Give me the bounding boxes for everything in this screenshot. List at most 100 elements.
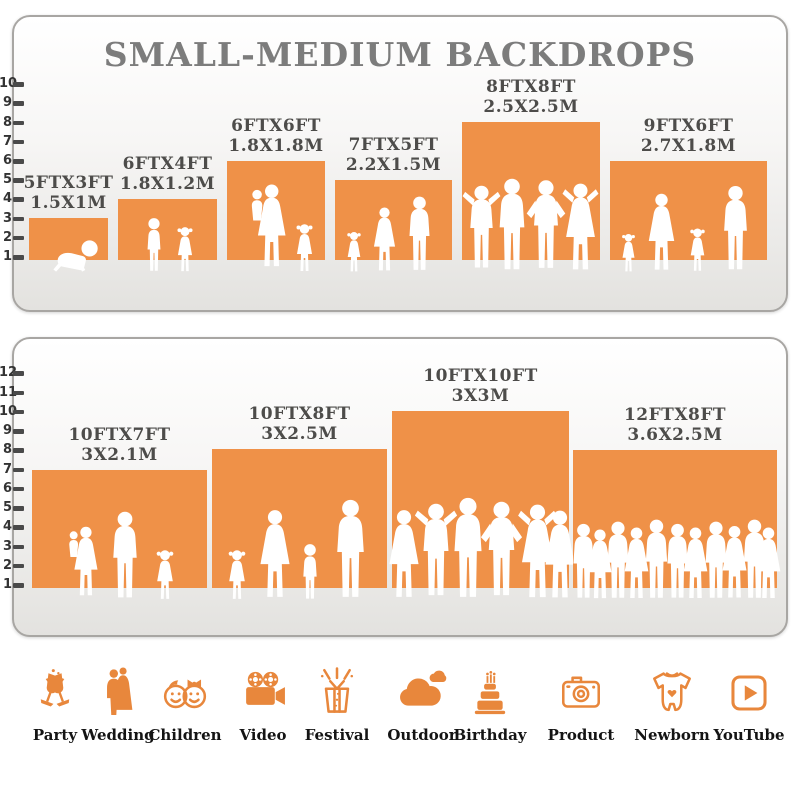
ruler-tick-number: 6 bbox=[2, 480, 12, 496]
category-item-children: Children bbox=[143, 666, 227, 744]
ruler-tick-mark bbox=[13, 486, 24, 492]
youtube-play-icon bbox=[722, 666, 776, 720]
bar-size-meters: 3.6X2.5M bbox=[627, 424, 723, 445]
bar-size-meters: 1.5X1M bbox=[30, 192, 107, 213]
silhouette-boy bbox=[298, 543, 322, 601]
silhouette-woman bbox=[752, 527, 785, 601]
category-label: Newborn bbox=[634, 726, 710, 744]
category-item-party: Party bbox=[13, 666, 97, 744]
ruler-tick-number: 5 bbox=[2, 172, 12, 188]
bar-size-meters: 3X2.5M bbox=[261, 423, 338, 444]
ruler-tick-number: 9 bbox=[2, 423, 12, 438]
category-item-video: Video bbox=[221, 666, 305, 744]
bar-size-meters: 2.2X1.5M bbox=[345, 154, 442, 175]
ruler-tick-mark bbox=[13, 101, 24, 106]
silhouette-girl bbox=[345, 231, 363, 273]
silhouette-man bbox=[404, 196, 435, 273]
bar-size-meters: 1.8X1.2M bbox=[119, 173, 216, 194]
birthday-cake-icon bbox=[463, 666, 517, 720]
bar-size-label: 10FTX10FT 3X3M bbox=[423, 366, 537, 406]
silhouette-woman-arms-up bbox=[558, 183, 603, 273]
ruler-tick-mark bbox=[13, 390, 24, 395]
bar-size-feet: 9FTX6FT bbox=[643, 115, 734, 136]
bar-size-feet: 5FTX3FT bbox=[23, 172, 114, 193]
ruler-tick-mark bbox=[13, 563, 24, 569]
children-faces-icon bbox=[158, 666, 212, 720]
ruler-tick-number: 4 bbox=[2, 519, 12, 535]
bar-size-feet: 10FTX10FT bbox=[423, 365, 538, 386]
ruler-tick-mark bbox=[13, 371, 24, 376]
silhouette-man bbox=[330, 499, 371, 601]
silhouette-woman bbox=[644, 193, 679, 273]
backdrop-bar bbox=[227, 161, 325, 260]
silhouette-man bbox=[718, 185, 753, 273]
ruler-tick-number: 3 bbox=[2, 210, 12, 226]
ruler-tick-mark bbox=[13, 429, 24, 434]
bar-size-feet: 6FTX4FT bbox=[122, 153, 213, 174]
small-backdrops-panel: SMALL-MEDIUM BACKDROPS 1 2 3 4 5 6 7 8 9 10 5FTX3F… bbox=[0, 15, 788, 312]
ruler-tick-mark bbox=[13, 448, 24, 453]
backdrop-bar bbox=[335, 180, 452, 260]
ruler-tick-mark bbox=[13, 544, 24, 549]
category-item-newborn: Newborn bbox=[630, 666, 714, 744]
silhouette-girl bbox=[620, 233, 637, 273]
bar-size-label: 10FTX7FT 3X2.1M bbox=[68, 425, 170, 465]
silhouette-boy bbox=[142, 217, 166, 273]
wedding-couple-icon bbox=[91, 666, 145, 720]
backdrop-bar bbox=[610, 161, 767, 260]
silhouette-girl bbox=[226, 549, 248, 601]
bar-size-feet: 8FTX8FT bbox=[486, 76, 576, 97]
category-item-youtube: YouTube bbox=[707, 666, 791, 744]
ruler-tick-number: 10 bbox=[0, 76, 18, 92]
outdoor-cloud-icon bbox=[395, 666, 449, 720]
category-label: Product bbox=[547, 726, 615, 744]
ruler-tick-number: 8 bbox=[2, 114, 12, 130]
bar-size-label: 12FTX8FT 3.6X2.5M bbox=[624, 405, 726, 445]
ruler-tick-mark bbox=[13, 82, 24, 87]
bar-size-label: 10FTX8FT 3X2.5M bbox=[248, 404, 350, 444]
ruler-tick-mark bbox=[13, 255, 24, 260]
category-label: Video bbox=[239, 726, 287, 744]
category-item-wedding: Wedding bbox=[76, 666, 160, 744]
ruler-tick-number: 9 bbox=[2, 95, 12, 111]
bar-size-label: 6FTX6FT 1.8X1.8M bbox=[228, 116, 323, 156]
bar-size-label: 6FTX4FT 1.8X1.2M bbox=[120, 154, 215, 194]
medium-backdrops-panel: 1 2 3 4 5 6 7 8 9 10 11 12 10FTX7FT 3X2.1M 10FTX8FT 3X2… bbox=[0, 337, 788, 637]
ruler-tick-mark bbox=[13, 197, 24, 202]
bar-size-label: 5FTX3FT 1.5X1M bbox=[24, 173, 114, 213]
ruler-tick-number: 8 bbox=[2, 442, 12, 458]
bar-size-meters: 1.8X1.8M bbox=[228, 135, 324, 156]
ruler-tick-number: 5 bbox=[2, 500, 12, 515]
ruler-tick-number: 11 bbox=[0, 384, 18, 400]
bar-size-feet: 7FTX5FT bbox=[348, 134, 439, 155]
ruler-tick-number: 1 bbox=[2, 577, 12, 592]
ruler-tick-number: 6 bbox=[2, 153, 12, 168]
ruler-tick-number: 1 bbox=[2, 249, 12, 264]
category-label: Wedding bbox=[81, 726, 155, 744]
backdrop-bar bbox=[392, 411, 569, 588]
silhouette-girl bbox=[175, 226, 195, 273]
newborn-onesie-icon bbox=[645, 666, 699, 720]
ruler-tick-mark bbox=[13, 178, 24, 183]
silhouette-woman bbox=[255, 509, 295, 601]
party-glasses-icon bbox=[28, 666, 82, 720]
silhouette-man bbox=[107, 511, 143, 601]
silhouette-girl bbox=[154, 549, 176, 601]
category-label: Children bbox=[148, 726, 222, 744]
category-label: Festival bbox=[304, 726, 370, 744]
backdrop-bar bbox=[212, 449, 387, 588]
category-item-festival: Festival bbox=[295, 666, 379, 744]
category-label: Birthday bbox=[453, 726, 527, 744]
backdrop-bar bbox=[573, 450, 777, 588]
bar-size-label: 8FTX8FT 2.5X2.5M bbox=[483, 77, 578, 117]
ruler-tick-mark bbox=[13, 506, 24, 511]
ruler-tick-mark bbox=[13, 583, 24, 588]
category-item-outdoor: Outdoor bbox=[380, 666, 464, 744]
bar-size-feet: 10FTX8FT bbox=[248, 403, 351, 424]
category-label: Party bbox=[32, 726, 78, 744]
page-title: SMALL-MEDIUM BACKDROPS bbox=[103, 35, 697, 74]
ruler-tick-mark bbox=[13, 409, 24, 415]
ruler-tick-mark bbox=[13, 120, 24, 126]
ruler-tick-number: 7 bbox=[2, 133, 12, 149]
